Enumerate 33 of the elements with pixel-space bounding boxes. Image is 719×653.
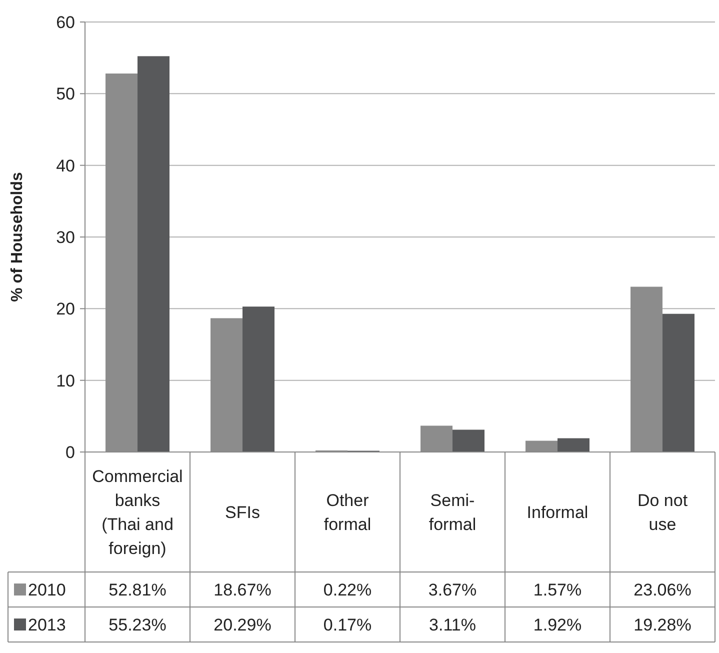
x-tick-label: Other formal — [324, 490, 372, 534]
bar — [138, 56, 170, 452]
y-axis-title: % of Households — [9, 172, 26, 302]
legend-label: 2013 — [28, 615, 66, 634]
y-tick-label: 0 — [66, 442, 75, 462]
bar — [242, 306, 274, 452]
y-tick-label: 40 — [56, 156, 75, 176]
data-label: 19.28% — [634, 615, 692, 634]
y-tick-label: 10 — [56, 371, 75, 390]
x-tick-label: Semi-formal — [428, 490, 476, 534]
bar — [558, 438, 590, 452]
y-tick-label: 30 — [56, 228, 75, 247]
data-label: 23.06% — [634, 580, 692, 600]
data-label: 1.57% — [533, 580, 582, 600]
data-label: 20.29% — [214, 615, 272, 634]
data-label: 18.67% — [214, 580, 272, 600]
data-label: 55.23% — [108, 615, 166, 634]
data-label: 52.81% — [108, 580, 166, 600]
bar — [662, 314, 694, 452]
x-tick-label: Informal — [526, 502, 588, 522]
x-tick-label: SFIs — [225, 502, 260, 522]
y-tick-label: 60 — [56, 12, 75, 32]
data-label: 3.11% — [429, 615, 476, 634]
y-tick-label: 50 — [56, 84, 75, 104]
bar — [452, 430, 484, 452]
x-tick-label: Commercial banks (Thai and foreign) — [92, 466, 183, 558]
legend-label: 2010 — [28, 580, 66, 600]
y-tick-label: 20 — [56, 300, 75, 319]
data-label: 3.67% — [428, 580, 477, 600]
data-label: 0.22% — [323, 580, 372, 600]
data-label: 1.92% — [533, 615, 582, 634]
x-tick-label: Do not use — [637, 490, 688, 534]
data-label: 0.17% — [323, 615, 372, 634]
